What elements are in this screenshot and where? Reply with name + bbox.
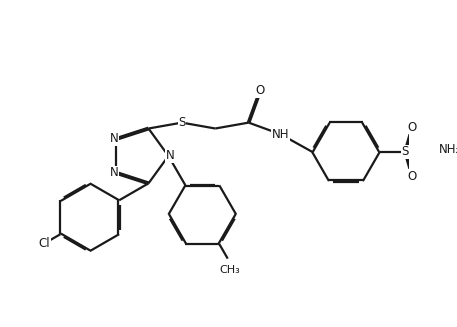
Text: CH₃: CH₃ bbox=[219, 265, 240, 275]
Text: NH: NH bbox=[272, 128, 289, 141]
Text: N: N bbox=[110, 166, 119, 180]
Text: N: N bbox=[110, 132, 119, 146]
Text: O: O bbox=[255, 84, 265, 97]
Text: N: N bbox=[166, 149, 175, 163]
Text: O: O bbox=[408, 170, 417, 183]
Text: Cl: Cl bbox=[38, 237, 50, 250]
Text: S: S bbox=[178, 116, 186, 129]
Text: O: O bbox=[408, 121, 417, 134]
Text: NH₂: NH₂ bbox=[439, 144, 457, 156]
Text: S: S bbox=[402, 145, 409, 158]
